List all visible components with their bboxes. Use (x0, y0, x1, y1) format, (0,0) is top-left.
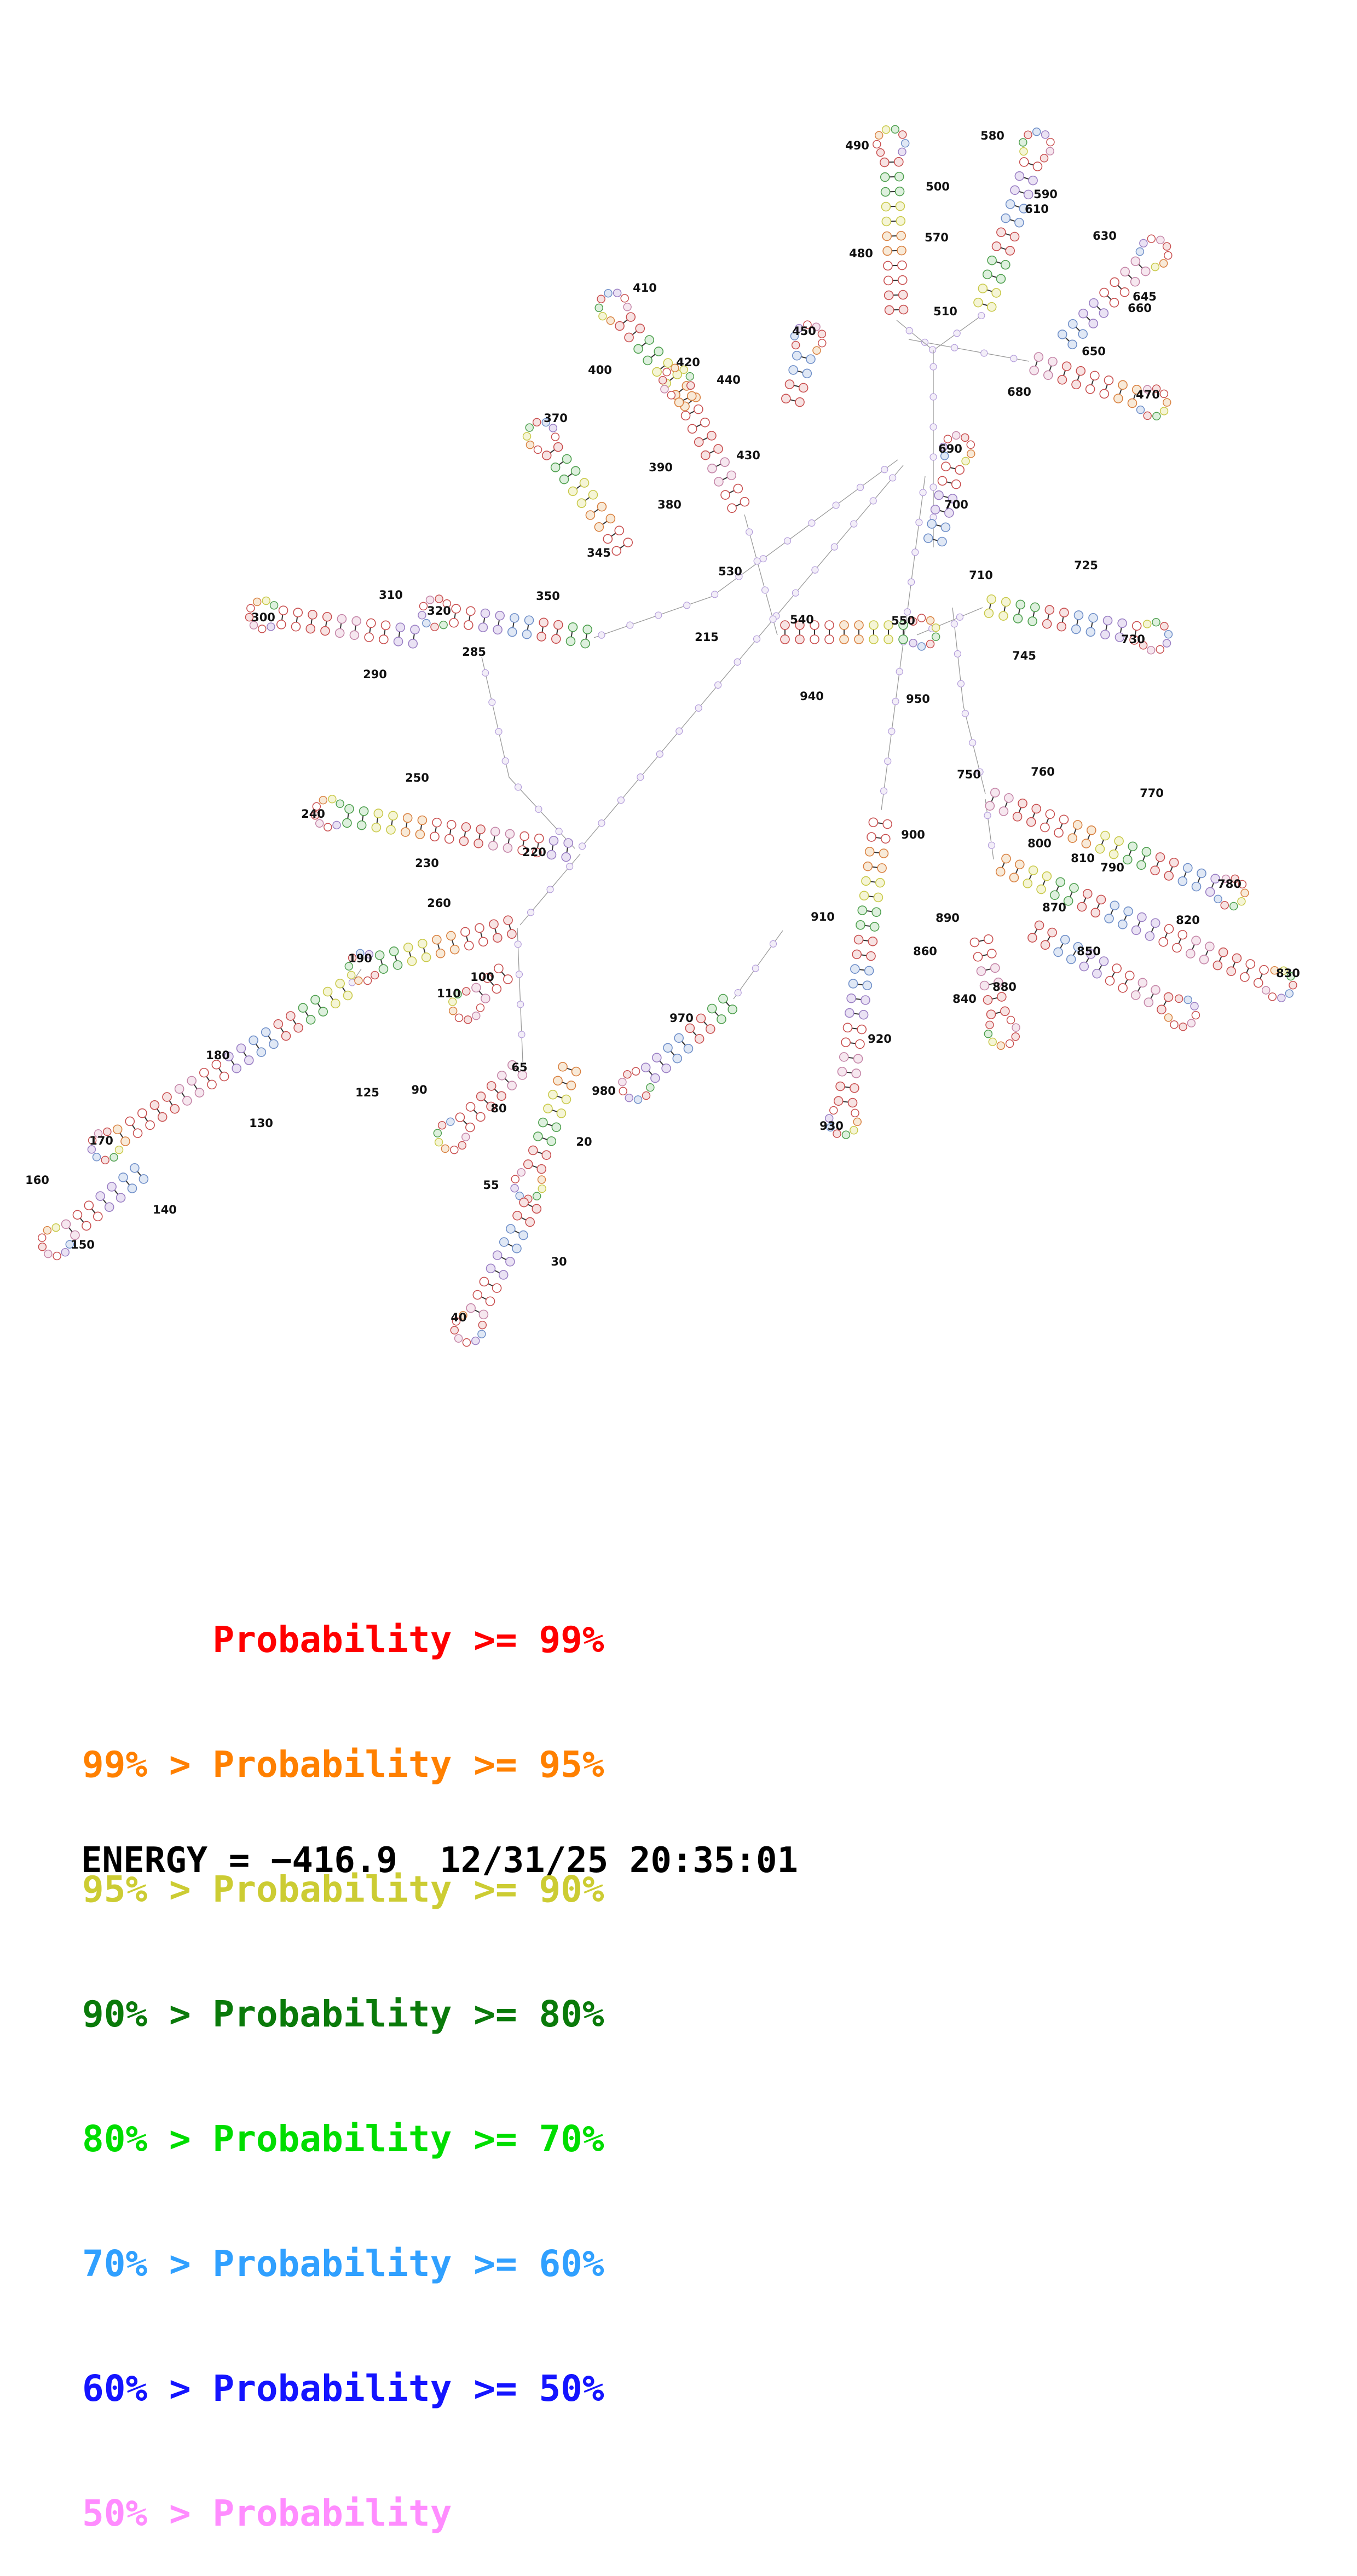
svg-text:860: 860 (913, 945, 937, 958)
svg-text:840: 840 (952, 992, 977, 1006)
svg-text:910: 910 (811, 910, 835, 923)
svg-text:170: 170 (89, 1134, 113, 1147)
svg-text:920: 920 (868, 1032, 892, 1046)
svg-text:780: 780 (1217, 877, 1241, 891)
svg-text:810: 810 (1071, 852, 1095, 865)
svg-text:500: 500 (926, 180, 950, 193)
svg-text:220: 220 (522, 846, 546, 859)
probability-legend: Probability >= 99% 99% > Probability >= … (82, 1536, 604, 2576)
svg-text:180: 180 (206, 1049, 230, 1062)
svg-text:410: 410 (633, 281, 657, 294)
svg-text:820: 820 (1176, 914, 1200, 927)
svg-text:160: 160 (25, 1174, 49, 1187)
svg-text:980: 980 (592, 1084, 616, 1098)
svg-text:130: 130 (249, 1117, 273, 1130)
svg-text:530: 530 (718, 565, 742, 578)
svg-text:710: 710 (969, 569, 993, 582)
legend-line-1: 99% > Probability >= 95% (82, 1744, 604, 1786)
svg-text:730: 730 (1121, 633, 1145, 646)
svg-text:680: 680 (1007, 385, 1031, 398)
svg-text:90: 90 (411, 1083, 427, 1096)
svg-text:590: 590 (1033, 188, 1058, 201)
svg-text:940: 940 (800, 690, 824, 703)
svg-text:300: 300 (251, 611, 275, 624)
svg-text:30: 30 (551, 1255, 567, 1268)
svg-text:770: 770 (1140, 787, 1164, 800)
svg-text:40: 40 (451, 1311, 466, 1324)
svg-text:540: 540 (790, 613, 814, 626)
svg-text:345: 345 (587, 546, 611, 559)
svg-text:320: 320 (427, 604, 451, 617)
svg-text:480: 480 (849, 247, 873, 260)
svg-text:310: 310 (379, 588, 403, 602)
svg-text:440: 440 (717, 373, 741, 386)
svg-text:830: 830 (1276, 967, 1300, 980)
svg-text:420: 420 (676, 356, 700, 369)
svg-text:725: 725 (1074, 559, 1098, 572)
svg-text:150: 150 (71, 1238, 95, 1251)
svg-text:630: 630 (1093, 229, 1117, 242)
svg-text:745: 745 (1012, 649, 1036, 662)
legend-line-7: 50% > Probability (82, 2493, 604, 2534)
svg-text:230: 230 (415, 857, 439, 870)
svg-text:450: 450 (792, 325, 816, 338)
svg-text:790: 790 (1100, 861, 1124, 874)
svg-text:570: 570 (925, 231, 949, 244)
svg-text:700: 700 (944, 498, 968, 511)
svg-text:65: 65 (511, 1061, 527, 1074)
svg-text:890: 890 (936, 911, 960, 925)
svg-text:390: 390 (649, 461, 673, 474)
svg-text:110: 110 (437, 987, 461, 1000)
svg-text:240: 240 (301, 807, 325, 821)
svg-text:350: 350 (536, 590, 560, 603)
svg-text:125: 125 (355, 1086, 379, 1099)
svg-text:610: 610 (1025, 203, 1049, 216)
svg-text:490: 490 (845, 139, 869, 152)
svg-text:850: 850 (1077, 945, 1101, 958)
svg-text:470: 470 (1136, 388, 1160, 401)
svg-text:20: 20 (576, 1135, 592, 1148)
legend-line-4: 80% > Probability >= 70% (82, 2118, 604, 2160)
svg-text:190: 190 (348, 952, 372, 965)
page: { "page": { "background": "#ffffff" }, "… (0, 0, 1357, 1920)
svg-text:650: 650 (1082, 345, 1106, 358)
energy-readout: ENERGY = −416.9 12/31/25 20:35:01 (81, 1840, 798, 1881)
svg-text:140: 140 (153, 1203, 177, 1216)
svg-text:660: 660 (1128, 302, 1152, 315)
svg-text:580: 580 (980, 129, 1004, 142)
svg-text:260: 260 (427, 897, 451, 910)
svg-text:55: 55 (483, 1179, 499, 1192)
svg-text:880: 880 (992, 980, 1017, 994)
svg-text:510: 510 (933, 305, 957, 318)
svg-text:80: 80 (490, 1102, 506, 1115)
svg-text:950: 950 (906, 692, 930, 706)
svg-text:400: 400 (588, 363, 612, 377)
svg-text:550: 550 (891, 614, 915, 627)
svg-text:970: 970 (669, 1012, 694, 1025)
svg-text:380: 380 (657, 498, 682, 511)
svg-text:760: 760 (1031, 765, 1055, 778)
svg-text:900: 900 (901, 828, 925, 841)
svg-text:430: 430 (736, 449, 760, 462)
svg-text:215: 215 (695, 631, 719, 644)
svg-text:800: 800 (1027, 837, 1052, 850)
legend-line-3: 90% > Probability >= 80% (82, 1994, 604, 2035)
legend-line-0: Probability >= 99% (82, 1619, 604, 1661)
svg-text:290: 290 (363, 668, 387, 681)
svg-text:250: 250 (405, 771, 429, 784)
svg-text:285: 285 (462, 645, 486, 659)
svg-text:870: 870 (1042, 901, 1066, 914)
svg-text:100: 100 (470, 971, 494, 984)
svg-text:690: 690 (938, 442, 962, 455)
legend-line-5: 70% > Probability >= 60% (82, 2243, 604, 2285)
legend-line-6: 60% > Probability >= 50% (82, 2368, 604, 2410)
svg-text:370: 370 (544, 412, 568, 425)
svg-text:930: 930 (819, 1119, 844, 1133)
svg-text:750: 750 (957, 768, 981, 781)
